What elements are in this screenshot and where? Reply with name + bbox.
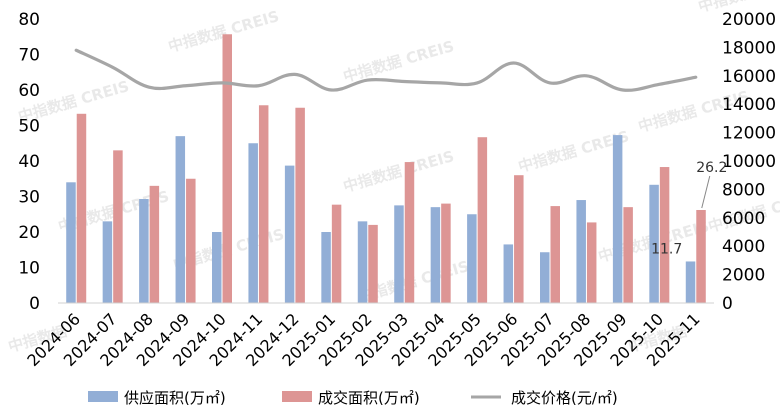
left-axis-tick-label: 0 xyxy=(29,294,40,314)
transaction-area-bar xyxy=(586,222,597,303)
right-axis-tick-label: 10000 xyxy=(722,152,776,172)
right-axis-tick-label: 14000 xyxy=(722,95,776,115)
supply-area-bar xyxy=(284,165,295,303)
left-axis-tick-label: 70 xyxy=(18,46,40,66)
data-label-leader xyxy=(701,175,711,209)
left-axis-tick-label: 10 xyxy=(18,259,40,279)
left-axis-tick-label: 40 xyxy=(18,152,40,172)
right-axis-tick-label: 8000 xyxy=(722,180,765,200)
supply-area-bar xyxy=(576,200,586,303)
transaction-area-bar xyxy=(331,204,342,303)
supply-area-bar xyxy=(102,221,113,303)
left-axis-tick-label: 30 xyxy=(18,188,40,208)
supply-area-bar xyxy=(540,252,550,303)
supply-area-bar xyxy=(430,207,441,303)
transaction-area-bar xyxy=(222,34,232,303)
supply-area-bar xyxy=(612,135,623,303)
legend-swatch xyxy=(88,391,118,402)
supply-area-bar xyxy=(248,143,258,303)
transaction-area-bar xyxy=(404,162,415,303)
right-axis-tick-label: 2000 xyxy=(722,266,765,286)
supply-area-bar xyxy=(175,136,186,303)
legend-swatch xyxy=(282,391,312,402)
transaction-area-bar xyxy=(550,206,560,303)
supply-area-bar xyxy=(394,205,404,303)
supply-area-bar xyxy=(66,182,76,303)
transaction-area-bar xyxy=(113,150,123,303)
supply-area-bar xyxy=(357,221,368,303)
transaction-area-bar xyxy=(696,209,706,303)
legend-label: 成交价格(元/㎡) xyxy=(511,389,618,407)
supply-area-bar xyxy=(649,184,659,303)
right-axis-tick-label: 4000 xyxy=(722,237,765,257)
data-labels: 11.7 26.2 xyxy=(651,160,727,257)
x-axis: 2024-062024-072024-082024-092024-102024-… xyxy=(23,309,703,370)
transaction-area-bar xyxy=(76,113,87,303)
legend-label: 供应面积(万㎡) xyxy=(124,389,226,407)
transaction-area-bar xyxy=(477,137,488,303)
transaction-area-bar xyxy=(295,107,305,303)
supply-data-label: 11.7 xyxy=(651,241,682,257)
left-axis-tick-label: 20 xyxy=(18,223,40,243)
transaction-area-bar xyxy=(659,167,670,303)
right-axis: 0 2000 4000 6000 8000 10000 12000 14000 16000 180… xyxy=(722,10,776,314)
supply-area-bar xyxy=(212,232,222,303)
transaction-area-bar xyxy=(368,224,378,303)
transaction-data-label: 26.2 xyxy=(696,160,727,176)
line-series-group xyxy=(74,48,698,92)
bar-series-group xyxy=(66,34,706,303)
transaction-area-bar xyxy=(441,203,451,303)
legend: 供应面积(万㎡) 成交面积(万㎡) 成交价格(元/㎡) xyxy=(88,389,618,407)
legend-label: 成交面积(万㎡) xyxy=(318,389,420,407)
supply-area-bar xyxy=(467,214,477,303)
right-axis-tick-label: 6000 xyxy=(722,209,765,229)
right-axis-tick-label: 0 xyxy=(722,294,733,314)
supply-area-bar xyxy=(139,198,149,303)
transaction-area-bar xyxy=(149,185,160,303)
left-axis-tick-label: 80 xyxy=(18,10,40,30)
left-axis-tick-label: 50 xyxy=(18,117,40,137)
right-axis-tick-label: 12000 xyxy=(722,124,776,144)
right-axis-tick-label: 16000 xyxy=(722,67,776,87)
transaction-area-bar xyxy=(623,207,633,303)
price-line xyxy=(74,48,698,92)
watermark-text: 中指数据 CREIS xyxy=(341,147,456,196)
transaction-area-bar xyxy=(514,175,524,303)
right-axis-tick-label: 20000 xyxy=(722,10,776,30)
watermark-text: 中指数据 CREIS xyxy=(341,37,456,86)
supply-area-bar xyxy=(321,232,331,303)
transaction-area-bar xyxy=(258,105,269,303)
supply-area-bar xyxy=(685,261,696,303)
left-axis-tick-label: 60 xyxy=(18,81,40,101)
transaction-area-bar xyxy=(186,178,196,303)
right-axis-tick-label: 18000 xyxy=(722,38,776,58)
left-axis: 0 10 20 30 40 50 60 70 80 xyxy=(18,10,40,314)
supply-area-bar xyxy=(503,244,514,303)
